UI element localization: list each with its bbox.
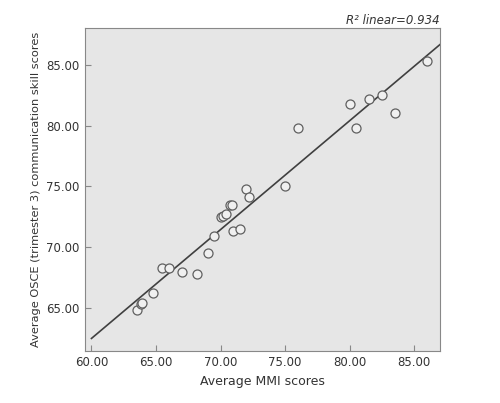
Point <box>138 300 146 306</box>
Point <box>194 271 202 277</box>
Point <box>132 307 140 314</box>
Point <box>204 250 212 256</box>
Point <box>219 212 227 219</box>
Point <box>236 226 244 232</box>
Point <box>165 265 173 271</box>
Y-axis label: Average OSCE (trimester 3) communication skill scores: Average OSCE (trimester 3) communication… <box>30 32 40 347</box>
Point <box>391 110 399 116</box>
Point <box>222 211 230 218</box>
Point <box>245 194 253 201</box>
Point <box>226 202 234 208</box>
Point <box>423 58 431 64</box>
Point <box>230 228 237 235</box>
Text: R² linear=0.934: R² linear=0.934 <box>346 14 440 27</box>
Point <box>178 268 186 275</box>
Point <box>281 183 289 189</box>
Point <box>150 290 158 297</box>
Point <box>378 92 386 98</box>
Point <box>294 125 302 131</box>
Point <box>216 214 224 220</box>
Point <box>352 125 360 131</box>
Point <box>242 185 250 192</box>
Point <box>346 100 354 107</box>
X-axis label: Average MMI scores: Average MMI scores <box>200 375 325 388</box>
Point <box>210 233 218 239</box>
Point <box>158 265 166 271</box>
Point <box>228 202 236 208</box>
Point <box>365 96 373 102</box>
Point <box>136 301 144 307</box>
